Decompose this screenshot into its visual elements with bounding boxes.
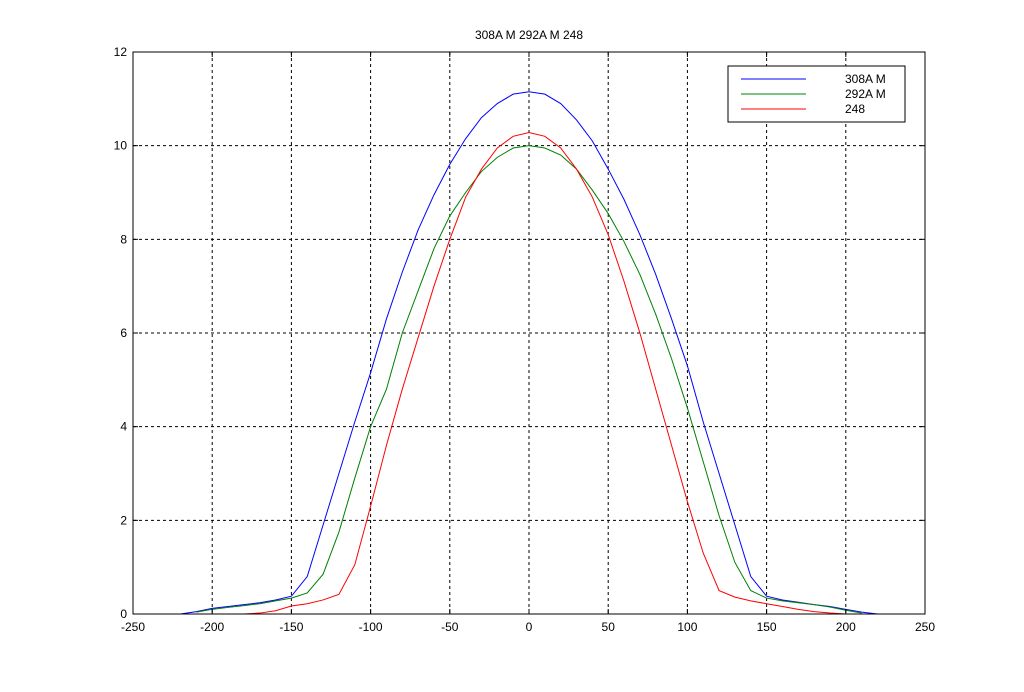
y-tick-label: 0	[120, 607, 127, 621]
y-tick-label: 2	[120, 513, 127, 527]
x-tick-label: -250	[121, 620, 145, 634]
chart-title: 308A M 292A M 248	[475, 28, 583, 42]
x-tick-label: -50	[441, 620, 459, 634]
legend-label-1: 308A M	[845, 72, 886, 86]
y-tick-label: 6	[120, 326, 127, 340]
series-line-3	[180, 132, 910, 615]
y-tick-label: 4	[120, 420, 127, 434]
x-tick-label: 150	[757, 620, 777, 634]
x-tick-label: 200	[836, 620, 856, 634]
x-tick-label: 100	[677, 620, 697, 634]
y-tick-label: 12	[114, 45, 128, 59]
x-tick-label: 0	[526, 620, 533, 634]
x-tick-label: -150	[279, 620, 303, 634]
x-tick-label: 50	[602, 620, 616, 634]
legend-label-3: 248	[845, 102, 865, 116]
series-lines	[180, 91, 910, 615]
series-line-2	[196, 145, 862, 614]
series-line-1	[180, 91, 878, 615]
y-tick-label: 10	[114, 139, 128, 153]
x-tick-label: 250	[915, 620, 935, 634]
axis-ticks: -250 -200 -150 -100 -50 0 50 100 150 200 250 0 2 4 6 8 1…	[114, 45, 936, 634]
x-tick-label: -100	[359, 620, 383, 634]
y-tick-label: 8	[120, 232, 127, 246]
legend-label-2: 292A M	[845, 87, 886, 101]
x-tick-label: -200	[200, 620, 224, 634]
